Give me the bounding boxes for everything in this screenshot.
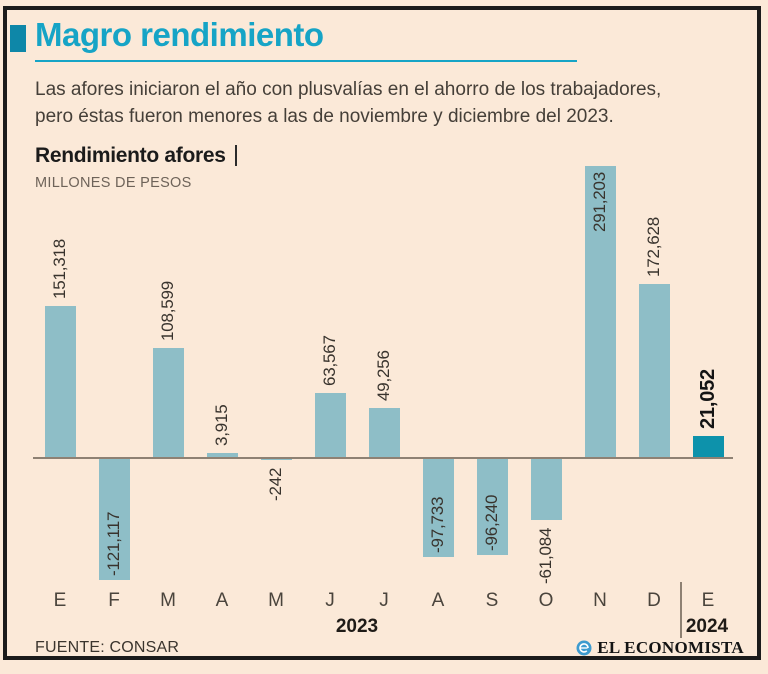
chart-bar-J-6: [369, 408, 400, 457]
chart-bar-M-4: [261, 459, 292, 460]
month-label-J-6: J: [379, 590, 389, 611]
zero-baseline: [33, 457, 733, 459]
month-label-O-9: O: [538, 590, 554, 611]
month-label-N-10: N: [593, 590, 607, 611]
bar-value-label: 21,052: [697, 369, 719, 429]
chart-bar-D-11: [639, 284, 670, 457]
month-label-A-7: A: [431, 590, 445, 611]
bar-value-label: 108,599: [158, 280, 177, 341]
chart-bar-N-10: [585, 166, 616, 457]
year-label-2024: 2024: [685, 616, 729, 637]
bar-value-label: 172,628: [644, 216, 663, 277]
subtitle-line: Las afores iniciaron el año con plusvalí…: [35, 79, 662, 100]
chart-title: Rendimiento afores: [35, 144, 237, 168]
bar-value-label: 49,256: [374, 350, 393, 401]
chart-bar-J-5: [315, 393, 346, 457]
accent-square: [10, 25, 26, 52]
month-label-F-1: F: [108, 590, 120, 611]
bar-value-label: 3,915: [212, 404, 231, 446]
bar-value-label: 63,567: [320, 335, 339, 386]
bar-value-label: -96,240: [482, 494, 501, 551]
month-label-M-2: M: [160, 590, 176, 611]
chart-bar-A-3: [207, 453, 238, 457]
bar-value-label: -97,733: [428, 496, 447, 553]
title-underline: [35, 60, 577, 62]
el-economista-logo-icon: [576, 640, 592, 656]
chart-bar-S-8: [477, 459, 508, 555]
bar-value-label: -61,084: [536, 527, 555, 584]
bar-value-label: 151,318: [50, 238, 69, 299]
chart-bar-E-12: [693, 436, 724, 457]
chart-title-divider: [234, 145, 237, 166]
month-label-E-12: E: [701, 590, 715, 611]
chart-unit-label: MILLONES DE PESOS: [35, 175, 192, 191]
chart-bar-F-1: [99, 459, 130, 580]
subtitle-line: pero éstas fueron menores a las de novie…: [35, 106, 614, 127]
bar-value-label: 291,203: [590, 171, 609, 232]
page-title: Magro rendimiento: [35, 16, 324, 53]
year-separator-line: [680, 582, 682, 638]
source-label: FUENTE: CONSAR: [35, 639, 180, 656]
month-label-S-8: S: [485, 590, 499, 611]
bar-value-label: -242: [266, 467, 285, 501]
chart-bar-O-9: [531, 459, 562, 520]
month-label-D-11: D: [647, 590, 661, 611]
bar-value-label: -121,117: [104, 511, 123, 576]
chart-title-text: Rendimiento afores: [35, 144, 226, 167]
brand-name: EL ECONOMISTA: [597, 638, 744, 657]
month-label-M-4: M: [268, 590, 284, 611]
year-label-2023: 2023: [335, 616, 379, 637]
chart-bar-E-0: [45, 306, 76, 457]
month-label-E-0: E: [53, 590, 67, 611]
brand: EL ECONOMISTA: [576, 638, 744, 657]
month-label-A-3: A: [215, 590, 229, 611]
chart-bar-A-7: [423, 459, 454, 557]
chart-bar-M-2: [153, 348, 184, 457]
month-label-J-5: J: [325, 590, 335, 611]
